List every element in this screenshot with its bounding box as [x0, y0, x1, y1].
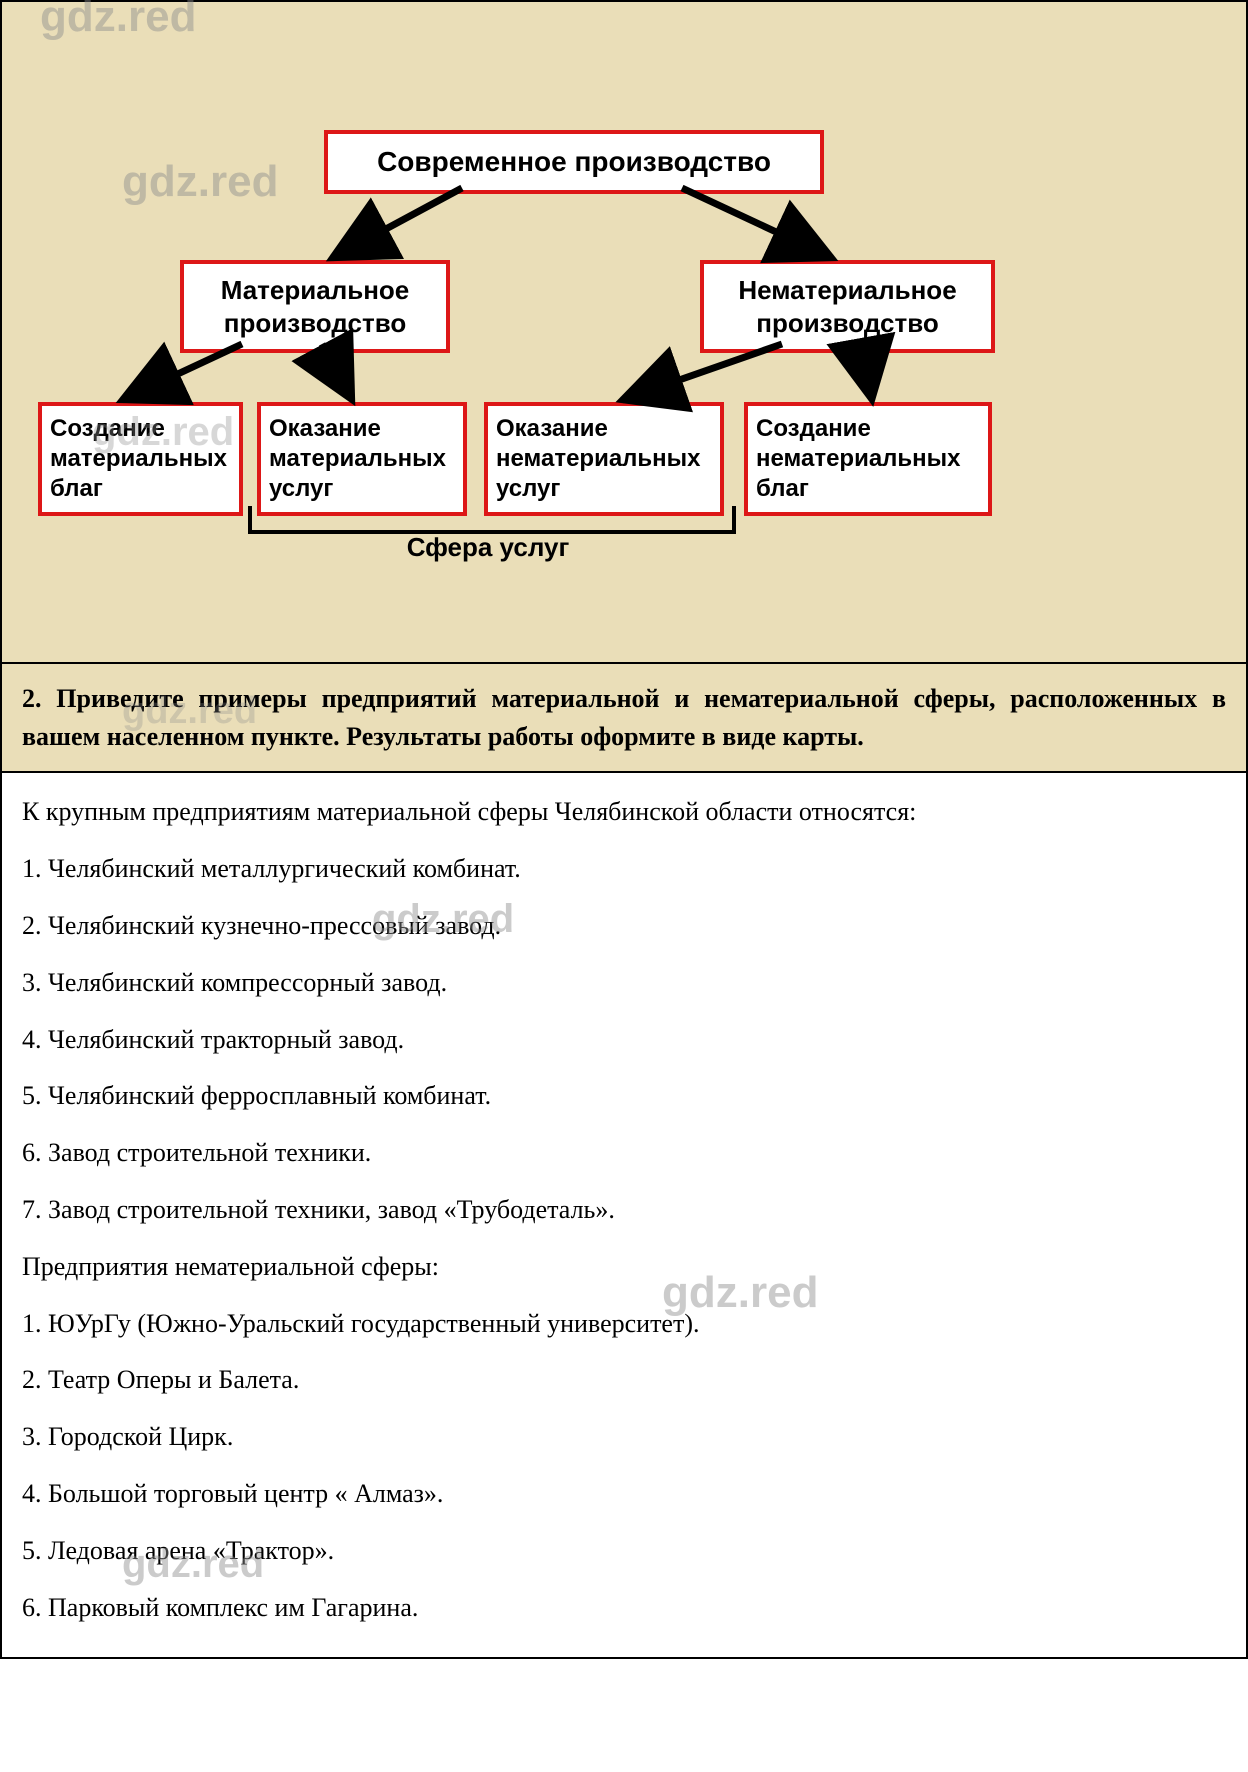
- diagram-leaf-4: Создание нематериальных благ: [744, 402, 992, 516]
- watermark: gdz.red: [40, 0, 196, 42]
- watermark: gdz.red: [122, 157, 278, 207]
- list-item: 6. Завод строительной техники.: [22, 1130, 1226, 1177]
- list-item: 7. Завод строительной техники, завод «Тр…: [22, 1187, 1226, 1234]
- diagram-leaf-2: Оказание материальных услуг: [257, 402, 467, 516]
- diagram-mid-right: Нематериальное производство: [700, 260, 995, 353]
- diagram-mid-left: Материальное производство: [180, 260, 450, 353]
- list-item: 1. Челябинский металлургический комбинат…: [22, 846, 1226, 893]
- sphere-label: Сфера услуг: [338, 532, 638, 563]
- answer-section: gdz.red gdz.red gdz.red К крупным предпр…: [2, 773, 1246, 1657]
- list-item: 6. Парковый комплекс им Гагарина.: [22, 1585, 1226, 1632]
- list-item: 5. Ледовая арена «Трактор».: [22, 1528, 1226, 1575]
- question-text: 2. Приведите примеры предприятий материа…: [22, 684, 1226, 751]
- list-item: 2. Челябинский кузнечно-прессовый завод.: [22, 903, 1226, 950]
- list-item: 2. Театр Оперы и Балета.: [22, 1357, 1226, 1404]
- list-item: 3. Челябинский компрессорный завод.: [22, 960, 1226, 1007]
- intro-material: К крупным предприятиям материальной сфер…: [22, 789, 1226, 836]
- list-item: 4. Челябинский тракторный завод.: [22, 1017, 1226, 1064]
- list-item: 4. Большой торговый центр « Алмаз».: [22, 1471, 1226, 1518]
- sphere-box: [248, 506, 736, 534]
- question-section: gdz.red 2. Приведите примеры предприятий…: [2, 662, 1246, 773]
- page-container: gdz.red gdz.red gdz.red Современное прои…: [0, 0, 1248, 1659]
- intro-nonmaterial: Предприятия нематериальной сферы:: [22, 1244, 1226, 1291]
- list-item: 5. Челябинский ферросплавный комбинат.: [22, 1073, 1226, 1120]
- diagram-leaf-1: Создание материальных благ: [38, 402, 243, 516]
- diagram-root-node: Современное производство: [324, 130, 824, 194]
- diagram-section: gdz.red gdz.red gdz.red Современное прои…: [2, 2, 1246, 662]
- list-item: 1. ЮУрГу (Южно-Уральский государственный…: [22, 1301, 1226, 1348]
- diagram-leaf-3: Оказание нематериальных услуг: [484, 402, 724, 516]
- list-item: 3. Городской Цирк.: [22, 1414, 1226, 1461]
